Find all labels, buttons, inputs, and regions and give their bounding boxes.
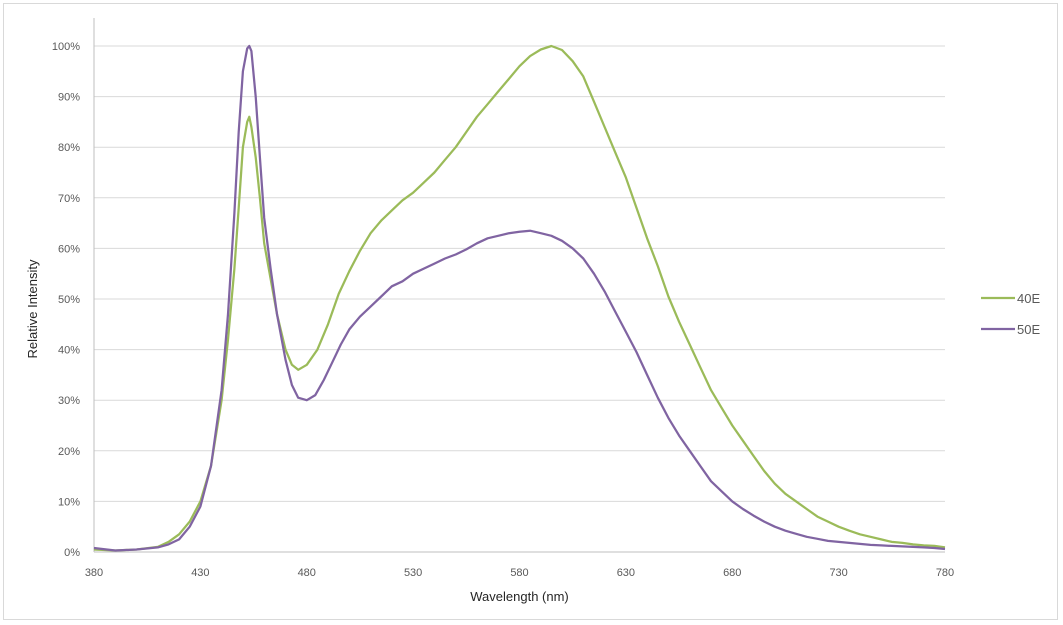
y-axis: 0% 10% 20% 30% 40% 50% 60% 70% 80% 90% 100%: [52, 18, 95, 559]
series-line-40e: [93, 44, 946, 552]
x-tick-label: 480: [298, 567, 316, 579]
y-tick-label: 60%: [58, 243, 80, 255]
x-tick-label: 780: [936, 567, 954, 579]
y-tick-label: 0%: [64, 547, 80, 559]
x-tick-label: 580: [510, 567, 528, 579]
chart-area: [3, 3, 1058, 620]
x-axis: 380 430 480 530 580 630 680 730 780: [85, 551, 954, 579]
y-tick-label: 70%: [58, 193, 80, 205]
x-axis-title: Wavelength (nm): [470, 589, 569, 604]
x-tick-label: 730: [829, 567, 847, 579]
y-axis-title: Relative Intensity: [25, 259, 40, 358]
x-tick-label: 380: [85, 567, 103, 579]
y-tick-label: 20%: [58, 446, 80, 458]
series-line-50e: [93, 44, 946, 552]
x-tick-label: 630: [617, 567, 635, 579]
x-tick-label: 430: [191, 567, 209, 579]
y-tick-label: 90%: [58, 92, 80, 104]
y-tick-label: 40%: [58, 345, 80, 357]
y-tick-label: 100%: [52, 41, 80, 53]
x-tick-label: 680: [723, 567, 741, 579]
series-lines: [93, 44, 946, 552]
y-tick-label: 50%: [58, 294, 80, 306]
y-tick-label: 10%: [58, 496, 80, 508]
y-tick-label: 30%: [58, 395, 80, 407]
x-tick-label: 530: [404, 567, 422, 579]
legend-label-50e: 50E: [1017, 322, 1040, 337]
legend: 40E 50E: [981, 291, 1040, 337]
y-tick-label: 80%: [58, 142, 80, 154]
gridlines: [94, 45, 945, 502]
legend-label-40e: 40E: [1017, 291, 1040, 306]
